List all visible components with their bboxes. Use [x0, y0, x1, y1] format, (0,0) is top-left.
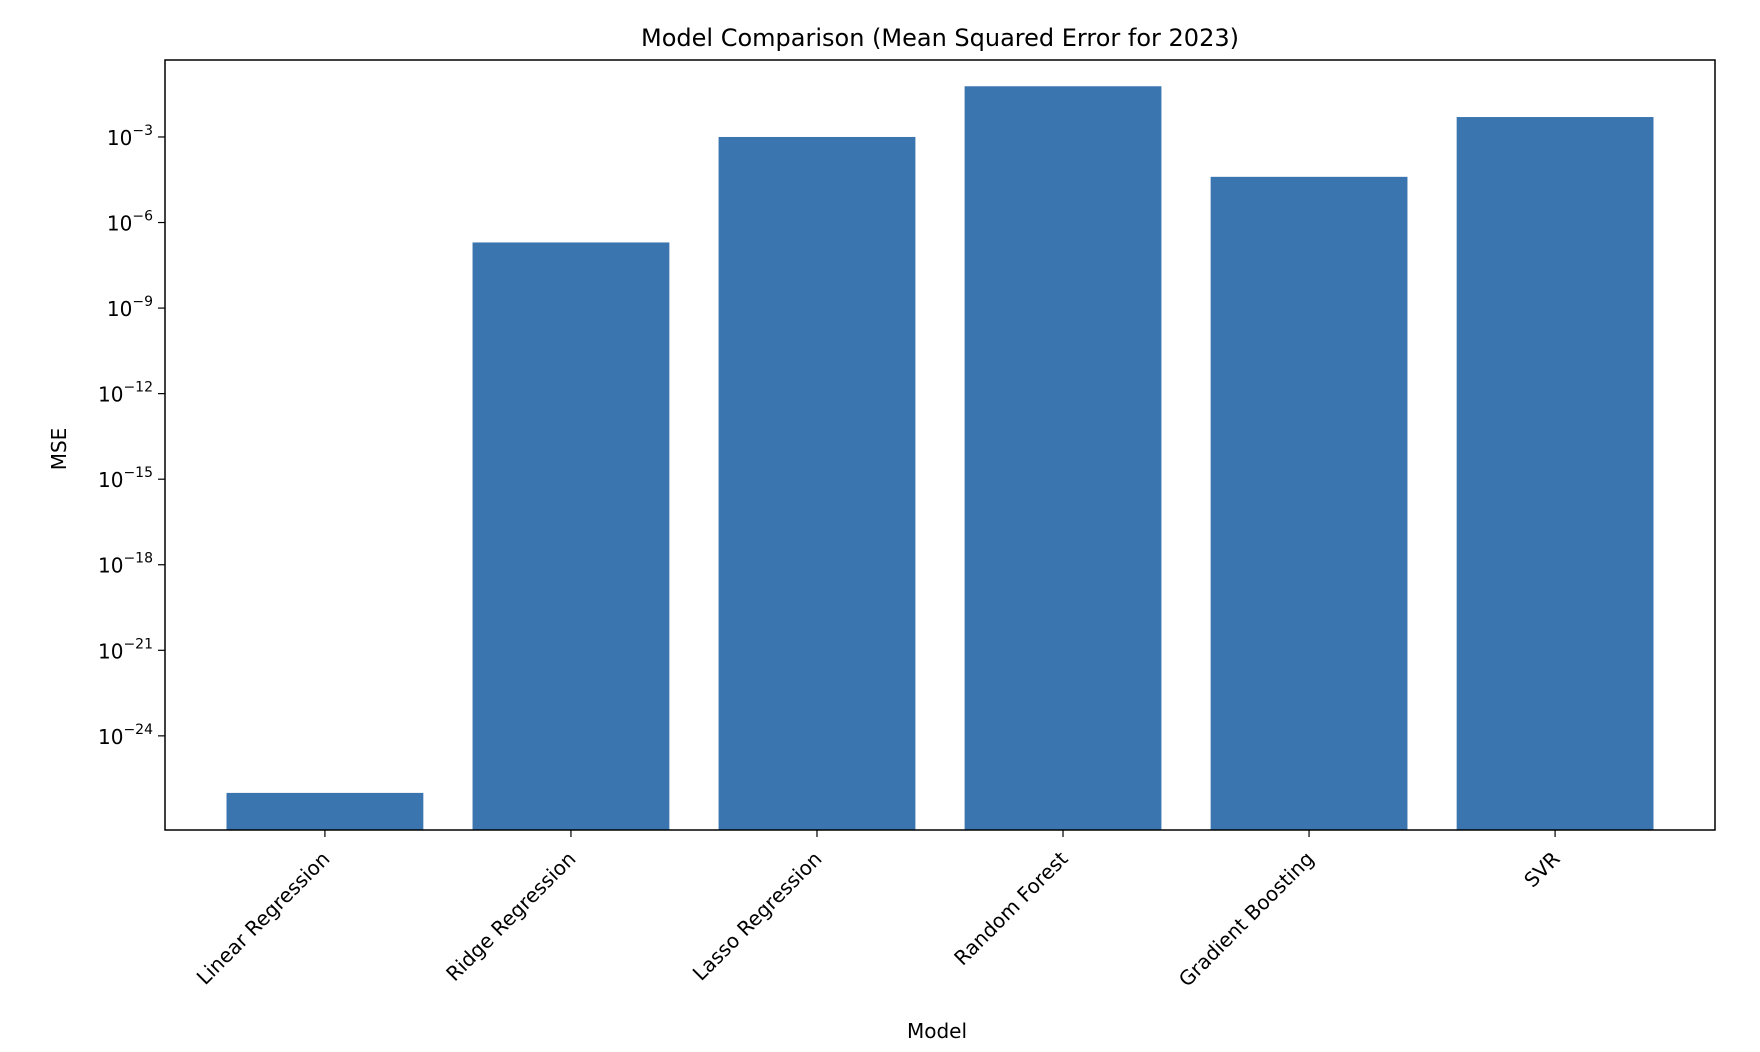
y-tick-label: 10−3	[107, 123, 153, 150]
x-tick-label: SVR	[1519, 846, 1565, 892]
y-axis-label: MSE	[47, 428, 71, 471]
bars-group	[226, 86, 1654, 831]
bar-lasso-regression	[718, 136, 916, 830]
bar-svr	[1456, 117, 1654, 830]
y-tick-label: 10−18	[98, 551, 153, 578]
bar-linear-regression	[226, 792, 424, 830]
x-tick-label: Lasso Regression	[688, 847, 827, 986]
x-axis-ticks: Linear Regression Ridge Regression Lasso R…	[192, 830, 1565, 991]
x-tick-label: Linear Regression	[192, 847, 335, 990]
x-tick-label: Ridge Regression	[441, 847, 580, 986]
bar-gradient-boosting	[1210, 176, 1408, 831]
bar-random-forest	[964, 86, 1162, 831]
x-axis-label: Model	[907, 1019, 967, 1043]
y-tick-label: 10−9	[107, 294, 153, 321]
x-tick-label: Gradient Boosting	[1174, 847, 1319, 992]
plot-frame	[164, 59, 1716, 831]
y-tick-label: 10−6	[107, 209, 153, 236]
bar-ridge-regression	[472, 242, 670, 830]
y-tick-label: 10−21	[98, 636, 153, 663]
y-tick-label: 10−24	[98, 722, 153, 749]
y-axis-ticks: 10−24 10−21 10−18 10−15 10−12 10−9 10−6 10−3	[98, 123, 165, 749]
y-tick-label: 10−15	[98, 465, 153, 492]
y-tick-label: 10−12	[98, 380, 153, 407]
x-tick-label: Random Forest	[949, 846, 1073, 970]
chart-title: Model Comparison (Mean Squared Error for…	[641, 24, 1239, 52]
